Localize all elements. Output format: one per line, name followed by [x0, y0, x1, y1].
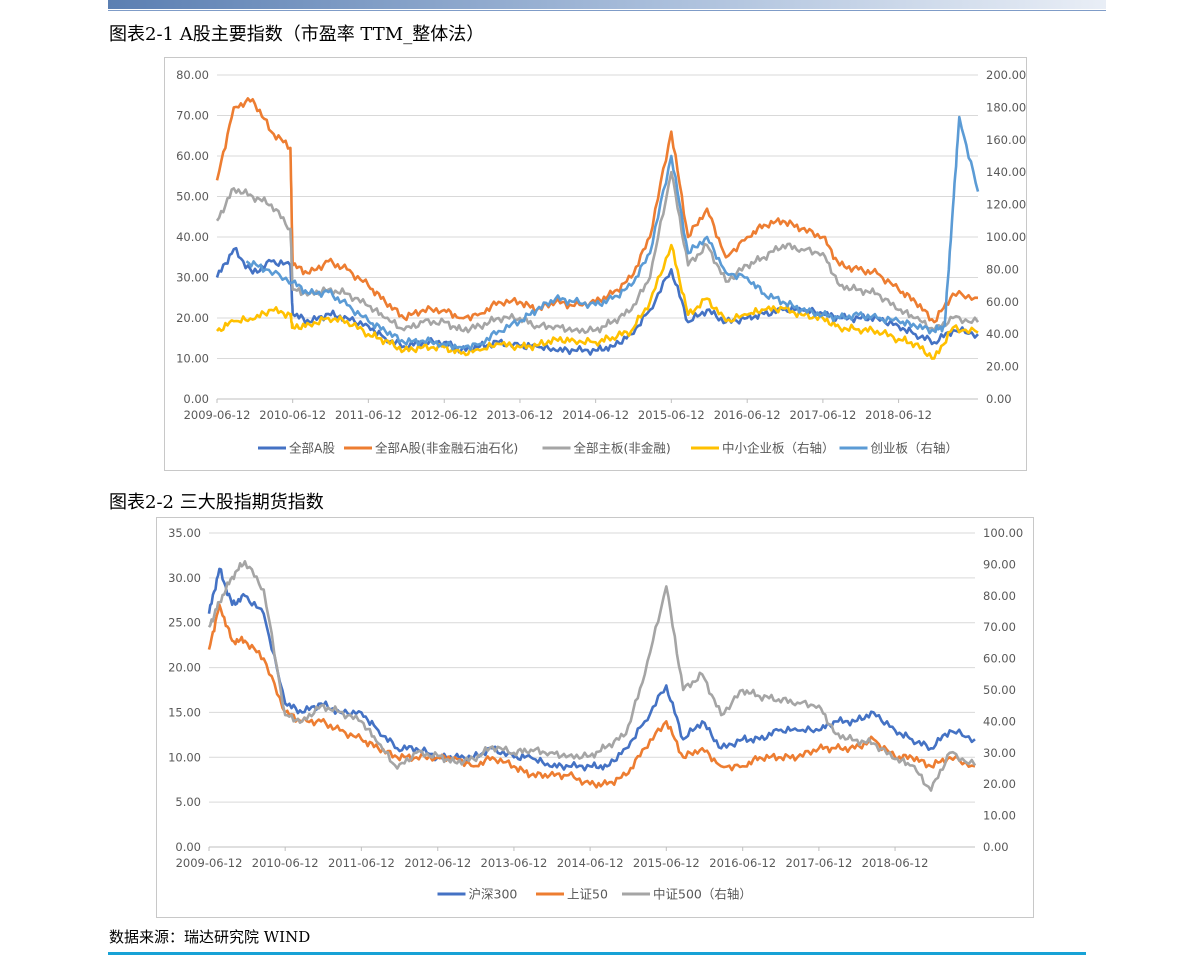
legend-label: 中证500（右轴）	[653, 887, 752, 902]
x-tick-label: 2009-06-12	[184, 408, 251, 422]
footer-rule	[108, 952, 1086, 955]
y-left-tick-label: 50.00	[176, 190, 209, 204]
legend-label: 全部A股(非金融石油石化)	[375, 441, 518, 456]
y-right-tick-label: 80.00	[983, 589, 1016, 603]
series-line	[216, 243, 979, 360]
x-tick-label: 2009-06-12	[176, 856, 243, 870]
y-right-tick-label: 30.00	[983, 746, 1016, 760]
y-right-tick-label: 40.00	[986, 327, 1019, 341]
x-tick-label: 2010-06-12	[252, 856, 319, 870]
x-tick-label: 2015-06-12	[633, 856, 700, 870]
y-left-tick-label: 20.00	[176, 311, 209, 325]
figure2-chart: 0.00 5.00 10.00 15.00 20.00 25.00 30.00 35.00 0.…	[168, 526, 1023, 902]
source-note: 数据来源：瑞达研究院 WIND	[109, 928, 311, 946]
y-left-tick-label: 70.00	[176, 109, 209, 123]
y-right-tick-label: 70.00	[983, 620, 1016, 634]
series-line	[207, 603, 976, 789]
x-tick-label: 2017-06-12	[785, 856, 852, 870]
y-left-tick-label: 30.00	[176, 271, 209, 285]
series-line	[207, 559, 977, 792]
y-left-tick-label: 0.00	[183, 392, 209, 406]
y-right-tick-label: 0.00	[983, 840, 1009, 854]
y-right-tick-label: 80.00	[986, 262, 1019, 276]
y-left-tick-label: 5.00	[175, 795, 201, 809]
legend-label: 沪深300	[469, 887, 518, 902]
y-right-tick-label: 120.00	[986, 198, 1026, 212]
y-left-tick-label: 25.00	[168, 616, 201, 630]
x-tick-label: 2014-06-12	[557, 856, 624, 870]
x-tick-label: 2016-06-12	[714, 408, 781, 422]
y-right-tick-label: 140.00	[986, 165, 1026, 179]
figure2-title: 图表2-2 三大股指期货指数	[109, 492, 324, 513]
y-right-tick-label: 50.00	[983, 683, 1016, 697]
x-tick-label: 2011-06-12	[328, 856, 395, 870]
y-right-tick-label: 20.00	[986, 360, 1019, 374]
y-right-tick-label: 200.00	[986, 68, 1026, 82]
y-left-tick-label: 0.00	[175, 840, 201, 854]
y-right-tick-label: 160.00	[986, 133, 1026, 147]
legend-label: 中小企业板（右轴）	[722, 441, 835, 456]
header-bar	[108, 0, 1106, 9]
x-tick-label: 2011-06-12	[335, 408, 402, 422]
x-tick-label: 2014-06-12	[562, 408, 629, 422]
y-left-tick-label: 35.00	[168, 526, 201, 540]
legend-label: 上证50	[567, 887, 608, 902]
y-left-tick-label: 40.00	[176, 230, 209, 244]
y-right-tick-label: 90.00	[983, 557, 1016, 571]
legend-label: 全部A股	[289, 441, 336, 456]
x-tick-label: 2012-06-12	[404, 856, 471, 870]
y-right-tick-label: 100.00	[986, 230, 1026, 244]
legend-label: 全部主板(非金融)	[574, 441, 671, 456]
y-left-tick-label: 15.00	[168, 705, 201, 719]
figure2-chart-frame: 0.00 5.00 10.00 15.00 20.00 25.00 30.00 35.00 0.…	[156, 517, 1034, 918]
y-left-tick-label: 10.00	[168, 750, 201, 764]
x-tick-label: 2016-06-12	[709, 856, 776, 870]
series-line	[207, 567, 976, 772]
x-tick-label: 2013-06-12	[481, 856, 548, 870]
x-tick-label: 2017-06-12	[789, 408, 856, 422]
figure1-title: 图表2-1 A股主要指数（市盈率 TTM_整体法）	[109, 24, 485, 45]
legend-label: 创业板（右轴）	[871, 441, 959, 456]
y-right-tick-label: 60.00	[986, 295, 1019, 309]
x-tick-label: 2010-06-12	[259, 408, 326, 422]
x-tick-label: 2018-06-12	[862, 856, 929, 870]
x-tick-label: 2015-06-12	[638, 408, 705, 422]
y-left-tick-label: 60.00	[176, 149, 209, 163]
y-right-tick-label: 40.00	[983, 714, 1016, 728]
y-right-tick-label: 180.00	[986, 100, 1026, 114]
y-right-tick-label: 0.00	[986, 392, 1012, 406]
header-rule	[108, 10, 1106, 11]
series-line	[245, 115, 980, 351]
figure1-chart-frame: 0.00 10.00 20.00 30.00 40.00 50.00 60.00 70.00 8…	[164, 57, 1027, 471]
y-right-tick-label: 20.00	[983, 777, 1016, 791]
x-tick-label: 2012-06-12	[411, 408, 478, 422]
y-right-tick-label: 10.00	[983, 809, 1016, 823]
y-left-tick-label: 80.00	[176, 68, 209, 82]
y-left-tick-label: 20.00	[168, 661, 201, 675]
x-tick-label: 2018-06-12	[865, 408, 932, 422]
figure1-chart: 0.00 10.00 20.00 30.00 40.00 50.00 60.00 70.00 8…	[176, 68, 1026, 456]
y-right-tick-label: 60.00	[983, 652, 1016, 666]
y-left-tick-label: 30.00	[168, 571, 201, 585]
y-left-tick-label: 10.00	[176, 352, 209, 366]
y-right-tick-label: 100.00	[983, 526, 1023, 540]
x-tick-label: 2013-06-12	[487, 408, 554, 422]
